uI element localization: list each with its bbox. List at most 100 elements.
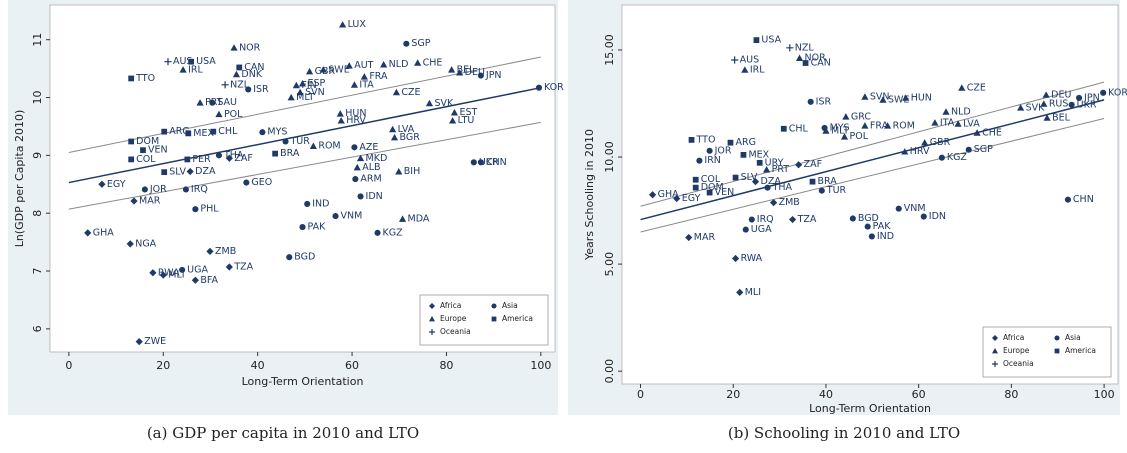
- marker: [225, 154, 233, 162]
- point-label: BFA: [200, 275, 218, 286]
- marker: [336, 110, 344, 117]
- x-tick-label: 40: [251, 359, 265, 372]
- point-label: VNM: [904, 203, 926, 214]
- marker: [864, 223, 871, 230]
- point-label: DOM: [136, 136, 159, 147]
- marker: [128, 75, 135, 82]
- marker: [731, 56, 739, 64]
- point-label: MAR: [694, 232, 716, 243]
- x-tick-label: 60: [345, 359, 359, 372]
- legend-label: America: [502, 314, 533, 323]
- fit-line: [640, 99, 1105, 221]
- point-label: VEN: [715, 187, 735, 198]
- point-label: GHA: [93, 227, 115, 238]
- point-label: ARG: [169, 126, 189, 137]
- marker: [221, 81, 229, 89]
- marker: [84, 229, 92, 237]
- point-label: MDA: [408, 213, 430, 224]
- caption: (a) GDP per capita in 2010 and LTO: [147, 424, 419, 442]
- point-label: LTU: [458, 115, 475, 126]
- x-tick-label: 100: [530, 359, 551, 372]
- point-label: IRL: [750, 64, 765, 75]
- y-tick-label: 7: [31, 268, 44, 275]
- marker: [706, 189, 713, 196]
- marker: [807, 98, 814, 105]
- point-label: TTO: [696, 134, 716, 145]
- point-label: SLV: [741, 172, 758, 183]
- legend: [419, 294, 549, 346]
- marker: [403, 40, 410, 47]
- point-label: SGP: [974, 144, 993, 155]
- marker: [351, 144, 358, 151]
- marker: [1054, 348, 1060, 354]
- marker: [992, 348, 998, 354]
- marker: [753, 37, 760, 43]
- marker: [356, 154, 365, 162]
- marker: [374, 229, 381, 236]
- point-label: COL: [701, 174, 721, 185]
- marker: [149, 269, 157, 277]
- point-label: AUS: [740, 55, 759, 66]
- point-label: DOM: [701, 182, 724, 193]
- point-label: NZL: [230, 79, 250, 90]
- legend-label: Oceania: [1003, 359, 1034, 368]
- point-label: AUT: [354, 60, 373, 71]
- plot-area: [49, 4, 556, 353]
- marker: [895, 205, 902, 212]
- point-label: SVN: [870, 91, 890, 102]
- point-label: TZA: [233, 261, 253, 272]
- marker: [309, 142, 317, 149]
- point-label: RWA: [158, 267, 180, 278]
- marker: [879, 96, 887, 103]
- marker: [286, 254, 293, 261]
- point-label: NLD: [951, 106, 971, 117]
- marker: [931, 119, 939, 126]
- point-label: MEX: [748, 149, 769, 160]
- point-label: VNM: [341, 211, 363, 222]
- point-label: SWE: [328, 64, 349, 75]
- point-label: KGZ: [947, 152, 968, 163]
- marker: [298, 80, 307, 87]
- marker: [259, 129, 266, 136]
- point-label: ISR: [253, 84, 269, 95]
- marker: [390, 133, 399, 141]
- marker: [196, 99, 204, 106]
- point-label: RWA: [741, 253, 763, 264]
- marker: [736, 288, 744, 296]
- point-label: UGA: [751, 224, 772, 235]
- legend-label: America: [1065, 346, 1096, 355]
- point-label: THA: [772, 182, 793, 193]
- y-tick-label: 0.00: [603, 359, 616, 384]
- point-label: BIH: [404, 166, 420, 177]
- point-label: HRV: [910, 146, 930, 157]
- legend-label: Europe: [440, 314, 467, 323]
- point-label: POL: [224, 109, 243, 120]
- point-label: IRQ: [757, 214, 774, 225]
- marker: [179, 66, 187, 73]
- marker: [688, 137, 695, 143]
- legend-label: Africa: [1003, 333, 1024, 342]
- marker: [954, 120, 962, 127]
- marker: [861, 122, 869, 129]
- marker: [769, 199, 778, 207]
- marker: [339, 21, 347, 28]
- x-tick-label: 40: [819, 388, 833, 401]
- point-label: BGR: [400, 132, 421, 143]
- point-label: KOR: [544, 82, 564, 93]
- point-label: ESP: [308, 78, 326, 89]
- plot-area: [621, 4, 1119, 385]
- legend-label: Asia: [502, 301, 518, 310]
- marker: [135, 337, 143, 346]
- point-label: CHN: [1073, 194, 1094, 205]
- marker: [1064, 196, 1071, 203]
- marker: [648, 191, 657, 199]
- x-tick-label: 100: [1094, 388, 1115, 401]
- marker: [345, 62, 353, 69]
- point-label: IRQ: [191, 184, 208, 195]
- point-label: USA: [196, 56, 216, 67]
- marker: [236, 64, 243, 71]
- x-axis-label: Long-Term Orientation: [809, 402, 931, 415]
- point-label: DEU: [465, 67, 485, 78]
- legend-label: Oceania: [440, 327, 471, 336]
- marker: [921, 139, 929, 146]
